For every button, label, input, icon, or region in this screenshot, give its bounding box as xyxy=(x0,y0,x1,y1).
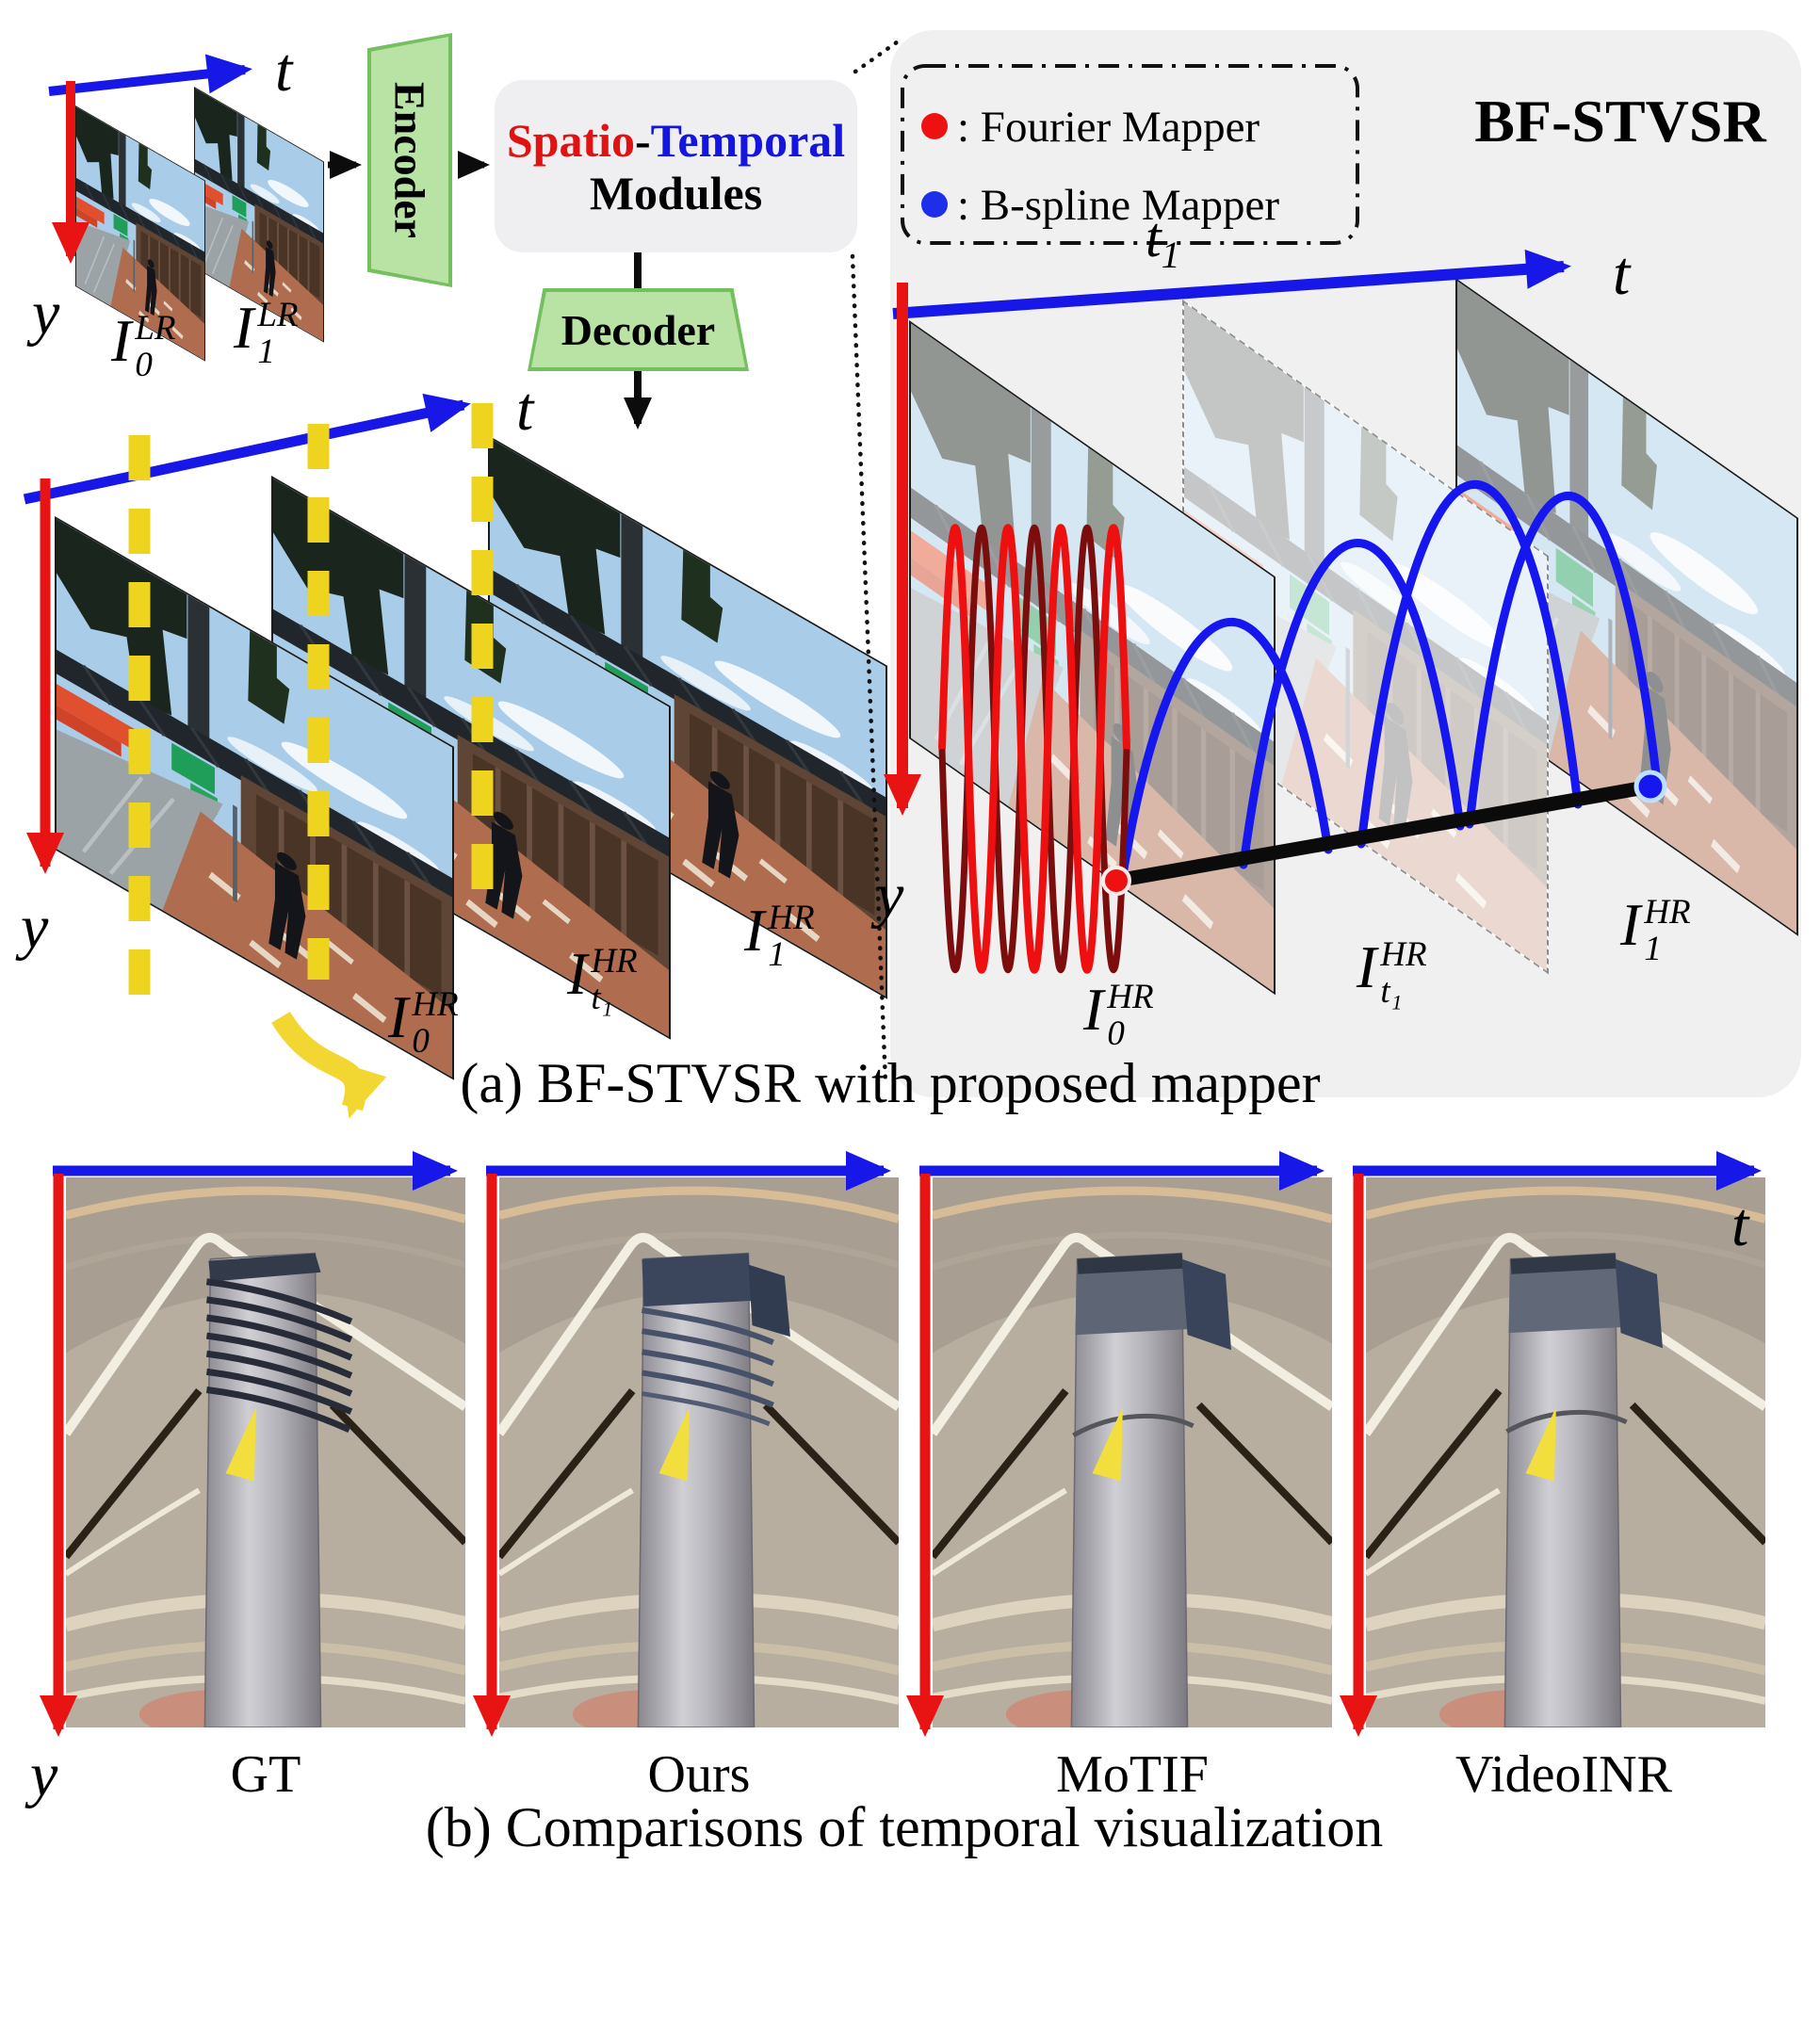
method-label-ours: Ours xyxy=(647,1745,751,1804)
method-label-motif: MoTIF xyxy=(1056,1745,1209,1804)
comparison-panel-gt xyxy=(66,1177,465,1727)
hr-frame-0-label: I HR 0 xyxy=(388,983,459,1061)
legend-fourier-label: : Fourier Mapper xyxy=(957,103,1260,152)
method-label-gt: GT xyxy=(230,1745,301,1804)
comparison-time-axis-label: t xyxy=(1731,1191,1749,1259)
gt-pointer-arrowhead xyxy=(225,1406,256,1482)
caption-a: (a) BF-STVSR with proposed mapper xyxy=(460,1052,1321,1114)
videoinr-cap xyxy=(1505,1253,1663,1435)
lr-space-axis-label: y xyxy=(32,279,60,348)
lr-time-axis-label: t xyxy=(275,36,293,105)
bfstvsr-frame-1-label: I HR 1 xyxy=(1620,891,1691,968)
bfstvsr-frame-0-label: I HR 0 xyxy=(1083,976,1154,1053)
lr-frame-0-label: I LR 0 xyxy=(111,307,176,384)
lr-frame-1-label: I LR 1 xyxy=(234,294,299,371)
modules-title-line1: Spatio-Temporal xyxy=(507,114,845,167)
method-label-videoinr: VideoINR xyxy=(1455,1745,1672,1804)
lr-time-axis xyxy=(48,54,252,96)
videoinr-pointer-arrowhead xyxy=(1525,1406,1556,1482)
bfstvsr-space-axis-label: y xyxy=(876,861,904,930)
hr-frame-1-label: I HR 1 xyxy=(744,897,815,974)
encoder-block: Encoder xyxy=(367,33,452,287)
gt-stripes xyxy=(205,1253,353,1434)
ours-stripes xyxy=(641,1253,790,1427)
motif-pointer-arrowhead xyxy=(1092,1406,1123,1482)
comparison-space-axis-label: y xyxy=(30,1741,58,1809)
t1-axis-label: t1 xyxy=(1146,206,1180,276)
legend-bspline-label: : B-spline Mapper xyxy=(957,181,1279,230)
spatio-word: Spatio xyxy=(506,113,635,167)
comparison-panel-motif xyxy=(933,1177,1332,1727)
decoder-label: Decoder xyxy=(561,305,716,354)
hr-time-axis xyxy=(23,393,471,505)
bfstvsr-frame-t1-label: I HR t₁ xyxy=(1357,933,1427,1011)
bfstvsr-title: BF-STVSR xyxy=(1474,88,1766,154)
hr-frame-t1-label: I HR t₁ xyxy=(567,940,638,1017)
spatio-temporal-modules-box: Spatio-Temporal Modules xyxy=(495,80,857,252)
temporal-word: Temporal xyxy=(650,113,846,167)
motif-cap xyxy=(1072,1253,1231,1438)
hyphen: - xyxy=(635,113,651,167)
hr-time-axis-label: t xyxy=(516,375,534,444)
modules-title-line2: Modules xyxy=(589,166,763,219)
caption-b: (b) Comparisons of temporal visualizatio… xyxy=(425,1796,1384,1858)
decoder-block: Decoder xyxy=(528,288,749,371)
bfstvsr-time-axis-label: t xyxy=(1613,239,1631,308)
comparison-panel-videoinr xyxy=(1366,1177,1765,1727)
encoder-label: Encoder xyxy=(385,81,434,239)
comparison-panel-ours xyxy=(499,1177,899,1727)
hr-space-axis-label: y xyxy=(21,893,49,962)
ours-pointer-arrowhead xyxy=(658,1406,690,1482)
